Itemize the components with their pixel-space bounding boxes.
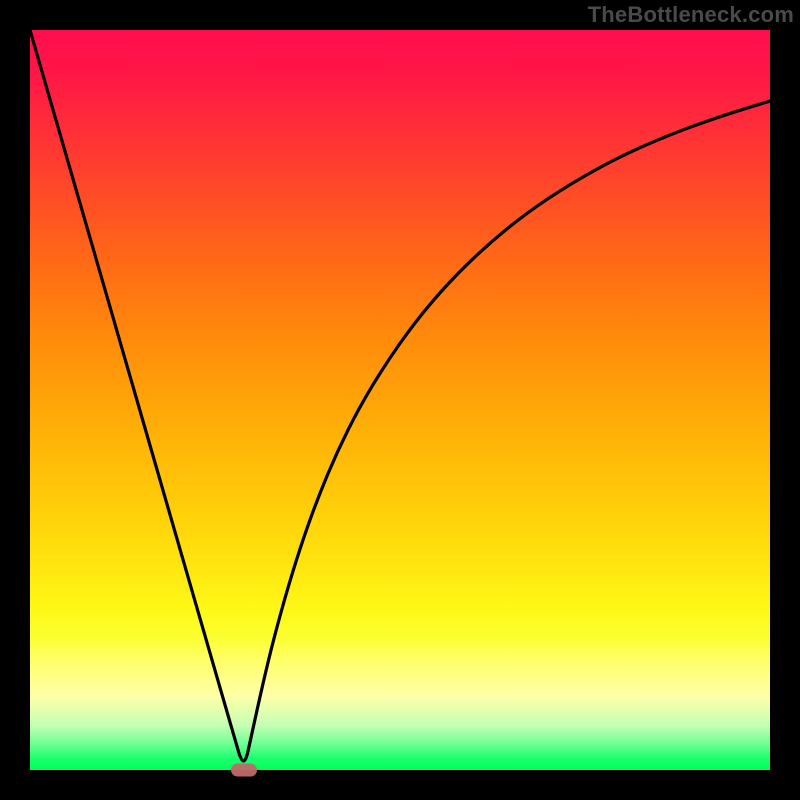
watermark-text: TheBottleneck.com [588, 2, 794, 28]
chart-stage: TheBottleneck.com [0, 0, 800, 800]
curve-layer [30, 30, 770, 770]
minimum-marker [231, 764, 257, 777]
bottleneck-curve [30, 30, 770, 761]
plot-area [30, 30, 770, 770]
